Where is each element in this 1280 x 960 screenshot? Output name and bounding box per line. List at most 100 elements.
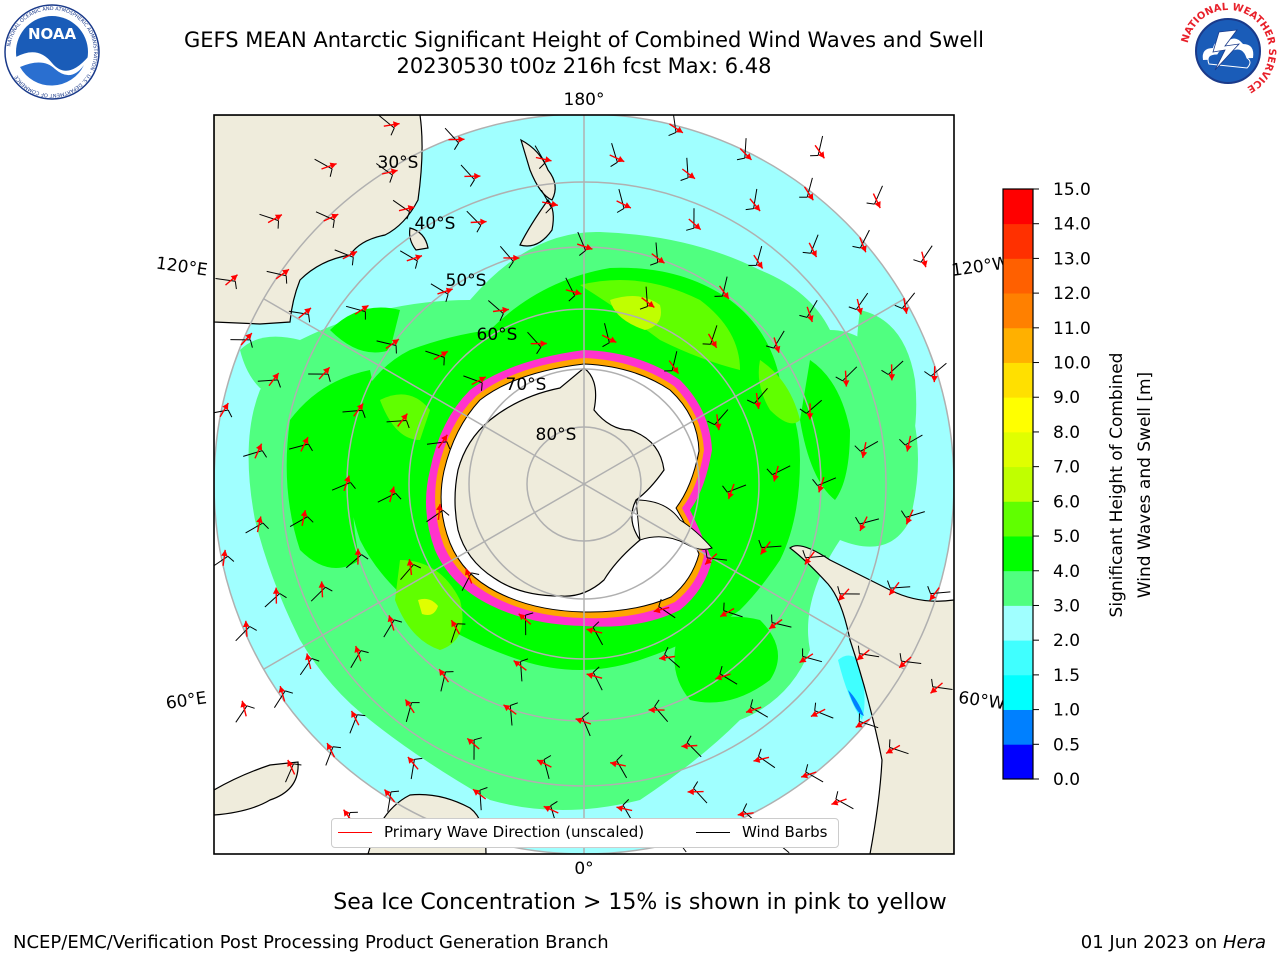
wind-barb-flag — [866, 202, 875, 205]
wind-barb-flag — [887, 580, 891, 589]
wind-barb — [345, 305, 366, 313]
wind-barb-flag — [325, 586, 333, 592]
wave-arrow-head — [513, 660, 521, 667]
wave-arrow-head — [441, 434, 448, 442]
wind-barb — [273, 690, 286, 708]
wave-arrow-head — [575, 717, 583, 724]
nws-logo: NATIONAL WEATHER SERVICE — [1180, 2, 1277, 98]
wind-barb — [654, 706, 669, 723]
wind-barb-flag — [279, 593, 287, 599]
wave-arrow-head — [807, 193, 814, 201]
wind-barb — [859, 653, 880, 658]
wind-barb-flag — [543, 755, 552, 761]
wave-arrow-head — [693, 223, 701, 230]
wind-barb — [930, 591, 951, 595]
wind-barb-flag — [311, 658, 320, 662]
wind-barb — [723, 610, 743, 618]
colorbar-segment — [1003, 674, 1033, 710]
wind-barb-flag — [249, 626, 257, 631]
wind-barb-flag — [285, 690, 294, 694]
colorbar: 0.0 0.5 1.0 1.5 2.0 3.0 4.0 5.0 6.0 7.0 8.0 9.0 10.0… — [1002, 180, 1091, 790]
map-legend: Primary Wave Direction (unscaled) Wind B… — [331, 818, 839, 848]
wave-arrow-head — [889, 588, 896, 595]
wind-barb — [817, 135, 824, 156]
wind-barb-flag — [765, 345, 774, 349]
wind-barb — [686, 742, 702, 758]
wind-barb — [658, 606, 676, 619]
wave-arrow-head — [806, 413, 814, 420]
wave-arrow-head — [389, 486, 396, 494]
wind-barb-flag — [654, 699, 660, 707]
wind-barb-flag — [362, 410, 366, 418]
wind-barb-flag — [414, 260, 418, 269]
wind-barb — [577, 231, 587, 251]
wind-barb — [565, 277, 576, 296]
wind-barb — [527, 331, 542, 348]
wind-barb — [325, 746, 334, 766]
chart-title: GEFS MEAN Antarctic Significant Height o… — [183, 28, 985, 52]
wave-arrow-head — [744, 153, 752, 160]
colorbar-segment — [1003, 327, 1033, 363]
wind-barb — [214, 409, 229, 414]
wind-barb — [463, 375, 483, 384]
wave-arrow-head — [659, 654, 666, 662]
wind-barb-flag — [413, 564, 422, 569]
wave-arrow-head — [801, 772, 809, 779]
wave-arrow-head — [586, 627, 594, 634]
lon-label-60e: 60°E — [165, 688, 208, 713]
wind-barb — [534, 145, 546, 164]
wind-barb — [266, 270, 287, 277]
wind-barb-flag — [308, 314, 311, 323]
wind-barb-flag — [351, 257, 354, 266]
wave-arrow-head — [245, 333, 252, 340]
lon-label-120w: 120°W — [950, 253, 1010, 281]
wind-barb-flag — [745, 208, 754, 211]
wind-barb — [932, 686, 953, 690]
wave-arrow-head — [756, 261, 763, 269]
wind-barb — [400, 564, 414, 581]
wind-barb — [259, 213, 279, 222]
wind-barb — [479, 790, 482, 811]
wind-barb-flag — [742, 803, 748, 811]
wind-barb-flag — [360, 650, 369, 654]
wave-arrow-head — [354, 548, 362, 555]
colorbar-segment — [1003, 362, 1033, 398]
wind-barb-flag — [329, 168, 333, 177]
wind-barb — [288, 310, 309, 315]
wave-arrow-head — [537, 759, 545, 766]
wind-barb-flag — [261, 450, 268, 458]
wave-arrow-head — [439, 669, 446, 676]
wave-arrow-head — [817, 485, 824, 493]
colorbar-tick-label: 9.0 — [1053, 388, 1080, 408]
wave-arrow-head — [513, 254, 520, 262]
colorbar-segment — [1003, 293, 1033, 329]
wave-arrow-head — [857, 653, 864, 661]
latitude-labels: 30°S 40°S 50°S 60°S 70°S 80°S — [378, 153, 577, 445]
wind-barb-flag — [705, 549, 708, 558]
wind-barb-flag — [639, 306, 648, 310]
wind-barb-flag — [802, 550, 806, 558]
wind-barb-flag — [899, 438, 906, 446]
colorbar-segment — [1003, 258, 1033, 294]
wave-arrow-head — [331, 213, 339, 220]
wind-barb — [890, 586, 911, 589]
wave-arrow-head — [874, 201, 881, 209]
wind-barb — [376, 340, 397, 346]
wave-arrow-head — [458, 136, 465, 143]
wave-arrow-head — [351, 710, 358, 718]
wind-barb-flag — [616, 207, 625, 213]
wind-barb-flag — [812, 478, 818, 486]
wind-barb-flag — [332, 219, 335, 228]
wind-barb-flag — [499, 313, 504, 322]
wind-barb-flag — [848, 306, 857, 310]
wave-arrow-head — [221, 549, 228, 557]
wind-barb — [440, 671, 446, 692]
wave-arrow-head — [240, 700, 247, 708]
legend-wave-line — [338, 832, 372, 833]
colorbar-tick-label: 1.5 — [1053, 666, 1080, 686]
wave-arrow-head — [302, 437, 309, 445]
wind-barb — [805, 555, 826, 559]
colorbar-tick-label: 0.5 — [1053, 735, 1080, 755]
wave-arrow-head — [929, 593, 937, 601]
wind-barb — [334, 249, 354, 258]
